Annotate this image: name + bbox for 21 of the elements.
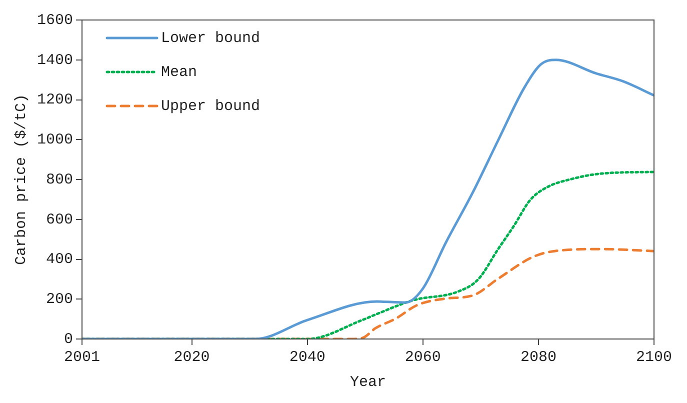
y-tick-label: 600 (46, 211, 74, 228)
y-axis-title: Carbon price ($/tC) (12, 94, 30, 266)
y-tick-label: 1000 (36, 132, 74, 149)
y-tick-label: 800 (46, 171, 74, 188)
y-tick-label: 0 (64, 330, 74, 348)
x-tick-label: 2001 (64, 348, 100, 366)
legend-label: Lower bound (161, 30, 260, 47)
x-axis-title: Year (350, 374, 386, 391)
x-tick-label: 2060 (404, 348, 441, 366)
y-tick-label: 1600 (36, 12, 74, 29)
x-tick-label: 2040 (289, 348, 326, 366)
x-tick-label: 2020 (174, 348, 210, 366)
legend-label: Upper bound (161, 98, 260, 115)
y-tick-label: 1400 (36, 52, 74, 69)
legend-label: Mean (161, 64, 198, 81)
line-series (82, 58, 654, 339)
x-tick-label: 2080 (520, 348, 556, 366)
x-tick-label: 2100 (636, 348, 672, 366)
y-tick-label: 1200 (36, 92, 74, 109)
y-tick-label: 400 (46, 251, 74, 268)
y-tick-label: 200 (46, 291, 74, 308)
